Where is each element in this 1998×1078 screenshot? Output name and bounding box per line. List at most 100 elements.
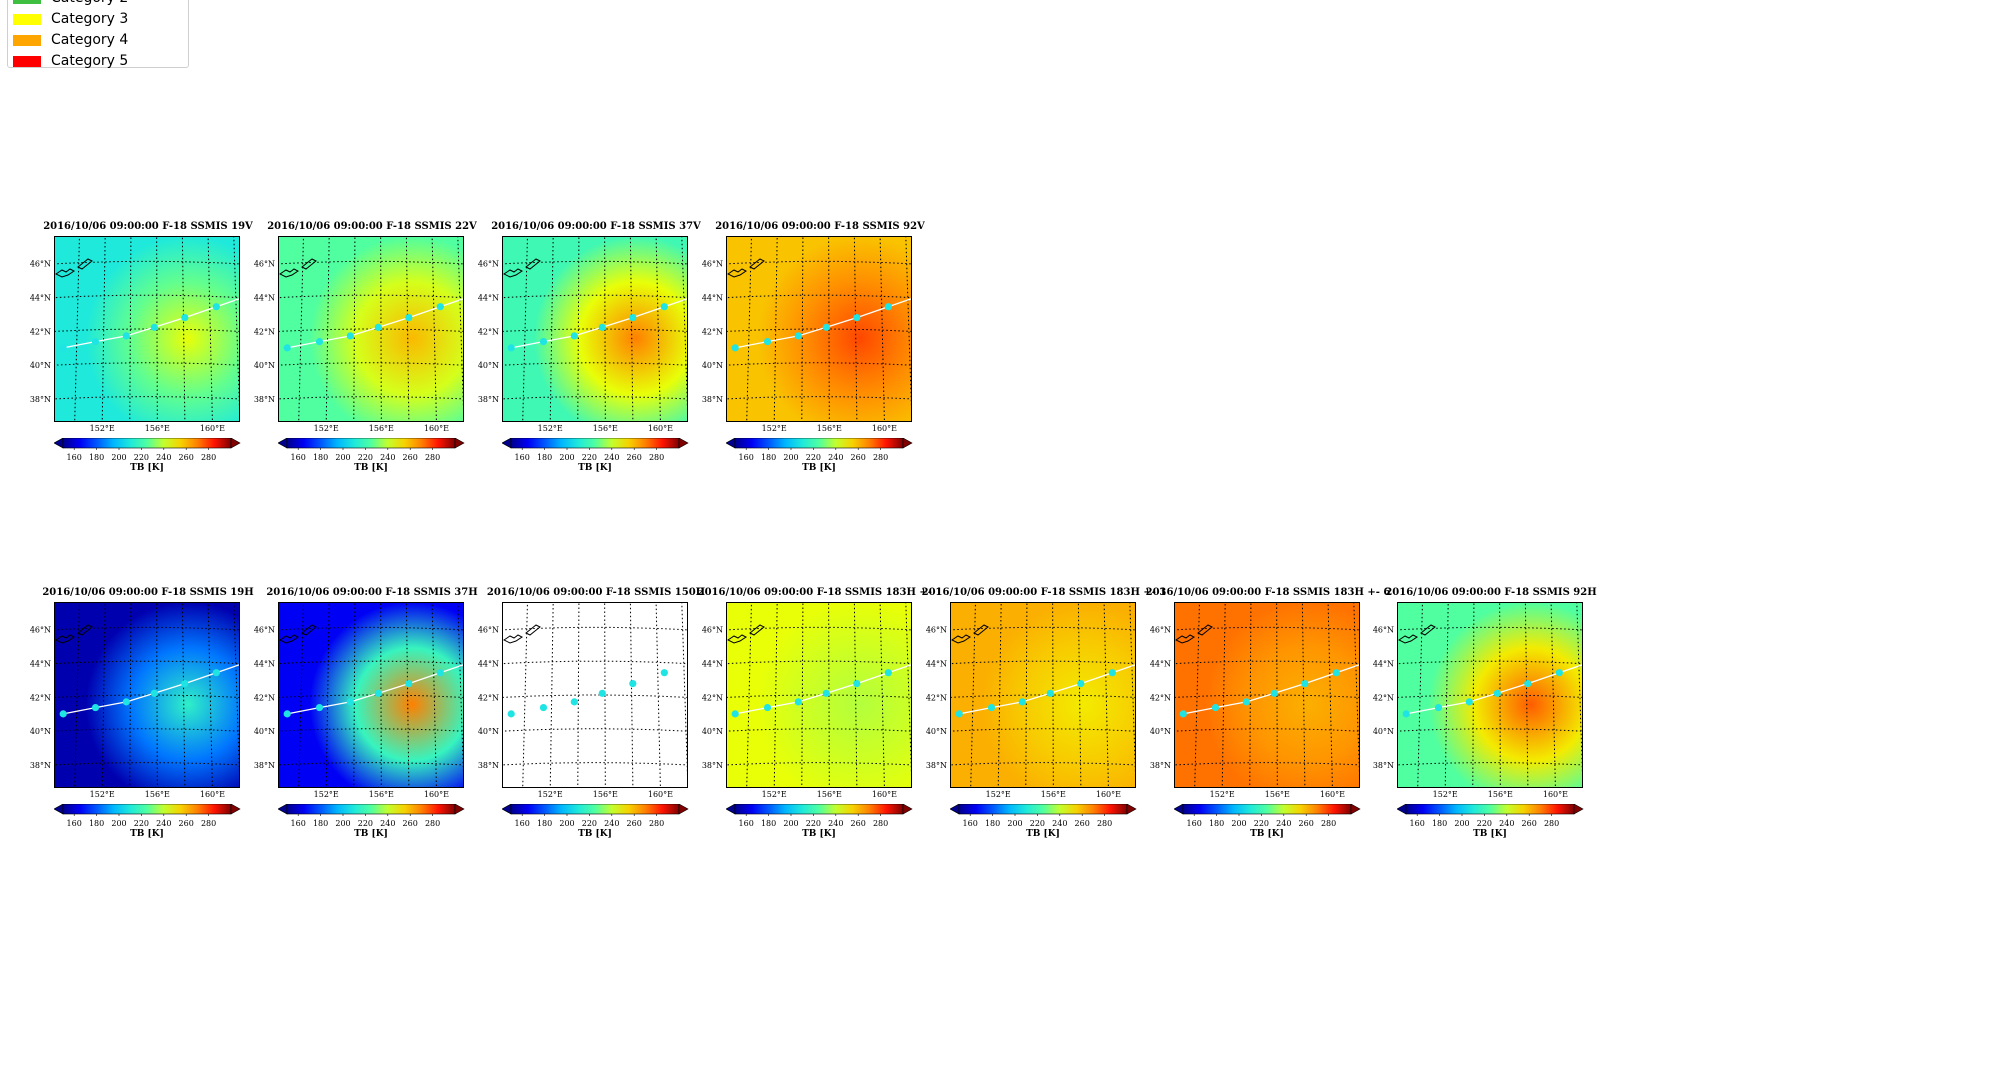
colorbar-extend-high [230,438,241,449]
meridian-line [353,602,356,788]
track-point [91,703,100,712]
lon-tick-label: 160°E [424,790,449,799]
lat-tick-label: 46°N [478,626,499,635]
track-point [150,689,158,697]
meridian-line [207,236,213,422]
colorbar-extend-high [902,804,913,815]
lat-tick-label: 38°N [478,395,499,404]
colorbar-tick-label: 200 [335,453,350,462]
island-outline [279,268,299,278]
track-point [346,332,354,340]
island-outline [301,624,317,636]
colorbar-tick-label: 280 [873,819,888,828]
track-point [59,710,67,718]
track-point [315,337,324,346]
colorbar-tick-label: 200 [111,819,126,828]
lat-tick-label: 40°N [702,727,723,736]
legend-label: Category 2 [51,0,128,6]
meridian-line [156,602,158,788]
colorbar-extend-high [230,804,241,815]
track-point [346,698,354,706]
colorbar-gradient [734,804,904,815]
colorbar-extend-low [950,804,960,815]
map-frame [54,602,240,788]
meridian-line [1221,602,1226,788]
colorbar-label: TB [K] [1026,829,1060,839]
map-plot: 46°N 44°N 42°N 40°N 38°N 152°E 156°E 160°E [30,236,240,433]
legend-swatch [13,55,41,67]
colorbar-extend-high [454,804,465,815]
lon-tick-label: 152°E [762,790,787,799]
colorbar-tick-label: 180 [313,453,328,462]
colorbar-tick-label: 220 [582,819,597,828]
meridian-line [380,236,382,422]
track-point [853,313,861,322]
island-outline [525,258,541,270]
colorbar-tick-label: 220 [582,453,597,462]
map-panel: 2016/10/06 09:00:00 F-18 SSMIS 150H 46°N 4… [461,587,731,907]
colorbar: 160 180 200 220 240 260 280 [950,804,1137,828]
colorbar-tick-label: 200 [335,819,350,828]
colorbar-extend-high [454,438,465,449]
lat-tick-label: 38°N [702,761,723,770]
colorbar: 160 180 200 220 240 260 280 [502,804,689,828]
legend-item: Category 4 [13,31,128,49]
island-outline [973,624,989,636]
lon-tick-label: 160°E [648,790,673,799]
meridian-line [101,236,106,422]
lat-tick-label: 46°N [1150,626,1171,635]
parallel-line [726,362,912,366]
lat-tick-label: 40°N [30,727,51,736]
meridian-line [801,236,804,422]
colorbar-gradient [1182,804,1352,815]
lon-tick-label: 152°E [986,790,1011,799]
map-plot: 46°N 44°N 42°N 40°N 38°N 152°E 156°E 160°E [478,236,688,433]
meridian-line [129,236,132,422]
meridian-line [801,602,804,788]
lat-tick-label: 46°N [254,260,275,269]
colorbar-tick-label: 160 [739,453,754,462]
panel-title: 2016/10/06 09:00:00 F-18 SSMIS 19H [42,587,254,598]
legend-label: Category 3 [51,11,129,27]
colorbar-tick-label: 240 [156,819,171,828]
panel-title: 2016/10/06 09:00:00 F-18 SSMIS 183H +- 1 [697,587,943,598]
colorbar-tick-label: 220 [134,453,149,462]
lat-tick-label: 44°N [1373,659,1394,668]
lat-tick-label: 46°N [702,626,723,635]
lon-tick-label: 152°E [314,790,339,799]
colorbar-label: TB [K] [354,829,388,839]
colorbar-tick-label: 220 [806,453,821,462]
panel-title: 2016/10/06 09:00:00 F-18 SSMIS 183H +- 3 [921,587,1167,598]
colorbar-extend-high [1350,804,1361,815]
colorbar-label: TB [K] [802,463,836,473]
track-point [436,669,444,677]
lat-tick-label: 40°N [478,361,499,370]
meridian-line [997,602,1002,788]
colorbar: 160 180 200 220 240 260 280 [278,438,465,462]
lat-tick-label: 44°N [926,659,947,668]
colorbar-tick-label: 200 [783,819,798,828]
meridian-line [577,236,580,422]
lon-tick-label: 152°E [1433,790,1458,799]
lat-tick-label: 40°N [926,727,947,736]
lat-tick-label: 42°N [702,693,723,702]
colorbar-tick-label: 160 [515,819,530,828]
track-point [822,689,830,697]
map-plot: 46°N 44°N 42°N 40°N 38°N 152°E 156°E 160°E [254,236,464,433]
meridian-line [156,236,158,422]
panel-title: 2016/10/06 09:00:00 F-18 SSMIS 37V [491,221,701,232]
parallel-line [502,728,688,732]
lon-tick-label: 152°E [90,790,115,799]
lon-tick-label: 156°E [1265,790,1290,799]
colorbar-gradient [62,804,232,815]
lon-tick-label: 160°E [648,424,673,433]
meridian-line [181,236,186,422]
lat-tick-label: 40°N [702,361,723,370]
lat-tick-label: 42°N [702,327,723,336]
meridian-line [828,236,830,422]
meridian-line [325,236,330,422]
lat-tick-label: 42°N [478,693,499,702]
map-frame [278,236,464,422]
map-field [278,602,464,788]
lon-tick-label: 156°E [369,424,394,433]
